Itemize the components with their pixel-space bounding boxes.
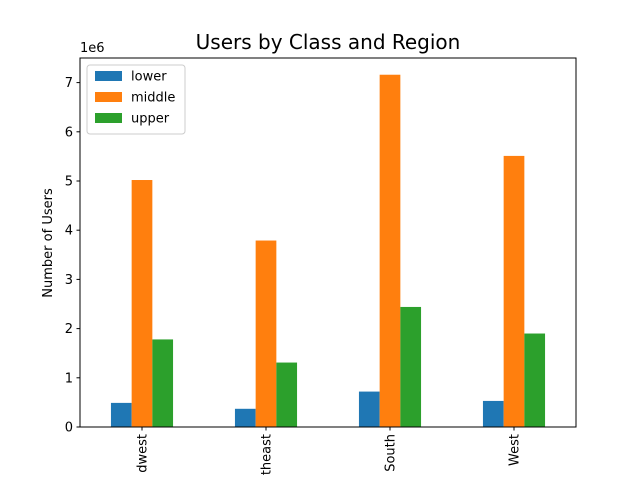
- y-tick-label: 4: [65, 224, 73, 239]
- legend-label-lower: lower: [131, 70, 167, 85]
- legend-label-middle: middle: [131, 91, 175, 106]
- y-tick-label: 6: [65, 125, 73, 140]
- y-tick-label: 1: [65, 371, 73, 386]
- bar-lower-3: [482, 400, 504, 427]
- y-tick-label: 2: [65, 322, 73, 337]
- y-axis-multiplier: 1e6: [80, 41, 105, 56]
- bar-upper-1: [276, 362, 298, 427]
- legend-swatch-lower: [95, 71, 122, 81]
- axes-layer: 0 1 2 3 4 5 6 7 dwest theast South West: [65, 57, 577, 475]
- bar-middle-0: [131, 180, 153, 427]
- y-tick-label: 0: [65, 421, 73, 436]
- bar-upper-0: [152, 339, 174, 427]
- y-tick-label: 5: [65, 175, 73, 190]
- y-tick-label: 7: [65, 76, 73, 91]
- bar-lower-0: [110, 402, 132, 427]
- bar-middle-3: [503, 155, 525, 427]
- x-tick-label: West: [508, 434, 523, 466]
- bars-layer: [110, 74, 546, 427]
- y-tick-label: 3: [65, 273, 73, 288]
- bar-middle-1: [255, 240, 277, 427]
- chart-title: Users by Class and Region: [196, 30, 461, 54]
- bar-lower-2: [358, 391, 380, 427]
- x-tick-label: South: [384, 434, 399, 472]
- legend: lower middle upper: [86, 64, 186, 135]
- legend-swatch-upper: [95, 113, 122, 123]
- bar-upper-2: [400, 306, 422, 427]
- legend-label-upper: upper: [131, 112, 170, 127]
- plot-frame: [79, 57, 577, 428]
- legend-swatch-middle: [95, 92, 122, 102]
- bar-lower-1: [234, 408, 256, 427]
- x-tick-label: dwest: [136, 434, 151, 473]
- y-axis-title: Number of Users: [41, 188, 56, 298]
- bar-middle-2: [379, 74, 401, 427]
- bar-upper-3: [524, 333, 546, 427]
- x-tick-label: theast: [260, 434, 275, 475]
